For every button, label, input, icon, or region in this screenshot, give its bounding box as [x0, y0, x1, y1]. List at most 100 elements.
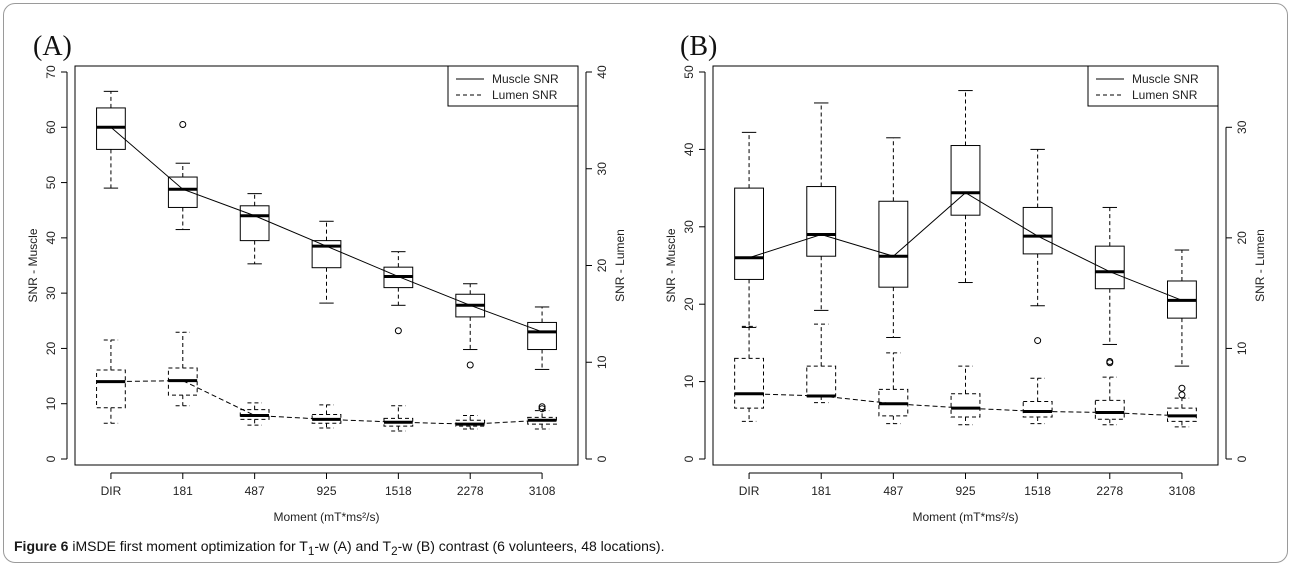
box-iqr	[167, 176, 198, 208]
box-iqr	[1094, 245, 1125, 290]
outlier-point	[466, 361, 474, 369]
x-tick-label: 925	[955, 484, 975, 498]
caption-mid: -w (A) and T	[314, 538, 392, 554]
left-tick-label: 50	[682, 65, 696, 79]
box-iqr	[950, 145, 981, 216]
left-tick-label: 60	[44, 120, 58, 134]
left-tick-label: 10	[682, 375, 696, 389]
x-tick-label: 487	[245, 484, 265, 498]
box-iqr	[878, 200, 909, 288]
outlier-point	[179, 121, 187, 129]
left-tick-label: 30	[682, 220, 696, 234]
lumen-box	[734, 325, 765, 422]
box-iqr	[239, 205, 270, 242]
x-tick-label: 181	[173, 484, 193, 498]
muscle-box	[1022, 148, 1053, 345]
right-tick-label: 10	[1235, 341, 1249, 355]
left-tick-label: 20	[44, 341, 58, 355]
right-tick-label: 0	[595, 455, 609, 462]
left-tick-label: 30	[44, 286, 58, 300]
left-tick-label: 20	[682, 297, 696, 311]
legend-box	[447, 65, 579, 107]
outlier-point	[1034, 337, 1042, 345]
muscle-box	[806, 102, 837, 311]
left-tick-label: 70	[44, 65, 58, 79]
caption-tail: -w (B) contrast (6 volunteers, 48 locati…	[397, 538, 665, 554]
x-tick-label: DIR	[101, 484, 122, 498]
outlier-point	[1178, 384, 1186, 392]
muscle-box	[527, 306, 557, 370]
box-iqr	[806, 365, 837, 397]
x-tick-label: 925	[316, 484, 336, 498]
left-tick-label: 40	[44, 231, 58, 245]
outlier-point	[538, 403, 546, 411]
legend-label: Lumen SNR	[492, 88, 558, 102]
right-tick-label: 20	[1235, 231, 1249, 245]
box-iqr	[527, 321, 557, 351]
x-tick-label: 1518	[385, 484, 412, 498]
left-tick-label: 10	[44, 397, 58, 411]
left-tick-label: 50	[44, 176, 58, 190]
lumen-box	[455, 414, 486, 430]
legend-label: Muscle SNR	[492, 72, 559, 86]
lumen-box	[167, 331, 198, 407]
x-tick-label: 2278	[1096, 484, 1123, 498]
legend-label: Lumen SNR	[1132, 88, 1198, 102]
box-iqr	[734, 187, 765, 280]
left-axis-title: SNR - Muscle	[26, 228, 40, 302]
left-tick-label: 40	[682, 142, 696, 156]
plot-frame	[712, 65, 1219, 466]
plot-frame	[74, 65, 579, 466]
x-axis-title: Moment (mT*ms²/s)	[274, 510, 380, 524]
left-tick-label: 0	[44, 455, 58, 462]
legend-box	[1087, 65, 1219, 107]
box-iqr	[950, 393, 981, 418]
x-tick-label: 3108	[1169, 484, 1196, 498]
muscle-median-line	[748, 192, 1183, 301]
left-tick-label: 0	[682, 455, 696, 462]
muscle-box	[734, 131, 765, 328]
outlier-point	[1178, 391, 1186, 399]
muscle-box	[1094, 206, 1125, 365]
x-tick-label: DIR	[739, 484, 760, 498]
box-iqr	[1022, 206, 1053, 255]
x-tick-label: 487	[883, 484, 903, 498]
x-tick-label: 3108	[529, 484, 556, 498]
figure-caption: Figure 6 iMSDE first moment optimization…	[14, 538, 664, 558]
outlier-point	[1106, 359, 1114, 367]
lumen-box	[878, 352, 909, 425]
panel-label: (B)	[680, 31, 717, 62]
lumen-box	[239, 402, 270, 426]
muscle-box	[878, 137, 909, 338]
lumen-box	[1022, 377, 1053, 425]
outlier-point	[538, 405, 546, 413]
muscle-box	[383, 251, 414, 335]
muscle-median-line	[110, 126, 543, 333]
lumen-box	[1167, 384, 1197, 428]
muscle-box	[950, 90, 981, 284]
box-iqr	[96, 369, 126, 409]
muscle-box	[311, 220, 342, 304]
lumen-box	[383, 405, 414, 432]
caption-text: iMSDE first moment optimization for T	[72, 538, 308, 554]
legend: Muscle SNR Lumen SNR	[1087, 65, 1219, 107]
box-iqr	[734, 357, 765, 409]
right-tick-label: 10	[595, 355, 609, 369]
lumen-box	[806, 323, 837, 404]
panel-label: (A)	[33, 31, 72, 62]
right-tick-label: 20	[595, 259, 609, 273]
outlier-point	[394, 327, 402, 335]
muscle-box	[239, 193, 270, 265]
caption-sub-1: 1	[307, 544, 315, 558]
box-iqr	[806, 186, 837, 257]
right-tick-label: 0	[1235, 455, 1249, 462]
lumen-box	[950, 365, 981, 426]
lumen-box	[527, 403, 557, 430]
left-axis-title: SNR - Muscle	[664, 228, 678, 302]
figure-svg: (A) 0 10 20 30 40 50 60 70 SNR - Muscle 0 10 20 30 40 S…	[26, 31, 1267, 524]
lumen-box	[311, 404, 342, 429]
legend: Muscle SNR Lumen SNR	[447, 65, 579, 107]
legend-label: Muscle SNR	[1132, 72, 1199, 86]
lumen-box	[1094, 359, 1125, 426]
x-tick-label: 1518	[1024, 484, 1051, 498]
